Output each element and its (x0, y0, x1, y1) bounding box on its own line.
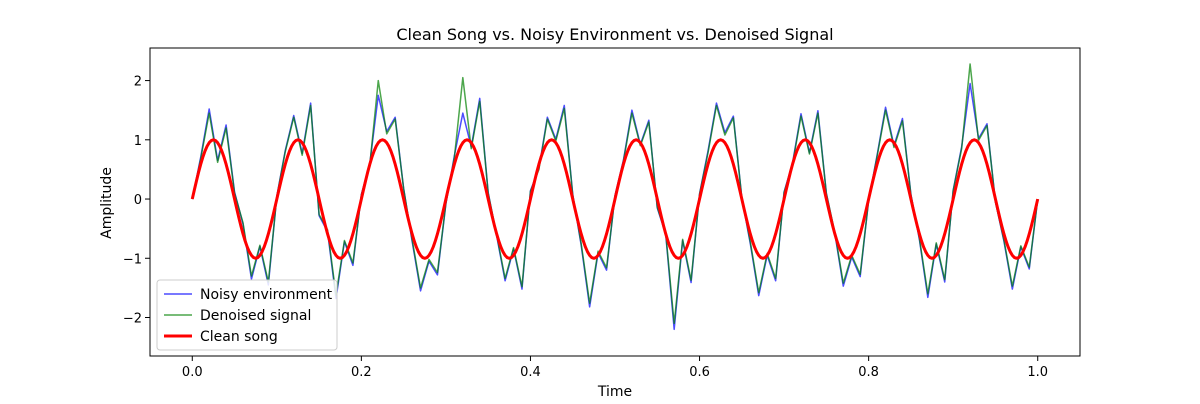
x-axis: 0.0 0.2 0.4 0.6 0.8 1.0 (182, 356, 1048, 380)
legend-label-noisy: Noisy environment (200, 287, 333, 303)
legend-entry-denoised: Denoised signal (164, 308, 311, 324)
x-tick-label: 0.6 (689, 365, 710, 380)
legend: Noisy environment Denoised signal Clean … (156, 279, 338, 351)
y-tick-label: −1 (123, 252, 142, 267)
y-tick-label: 2 (134, 75, 142, 90)
x-tick-label: 0.4 (520, 365, 541, 380)
x-axis-label: Time (597, 384, 632, 400)
x-tick-label: 0.0 (182, 365, 203, 380)
legend-label-clean: Clean song (200, 329, 278, 345)
x-tick-label: 0.8 (858, 365, 879, 380)
y-tick-label: 0 (134, 193, 142, 208)
series-clean-line (190, 138, 1040, 260)
x-tick-label: 0.2 (351, 365, 372, 380)
chart-title: Clean Song vs. Noisy Environment vs. Den… (396, 25, 833, 44)
legend-box (156, 279, 338, 351)
y-axis-label: Amplitude (99, 167, 115, 239)
legend-label-denoised: Denoised signal (200, 308, 311, 324)
series-layer (190, 63, 1040, 331)
y-tick-label: −2 (123, 312, 142, 327)
y-axis: −2 −1 0 1 2 (123, 75, 150, 327)
plot-frame (149, 47, 1081, 357)
legend-entry-noisy: Noisy environment (164, 287, 333, 303)
x-tick-label: 1.0 (1027, 365, 1048, 380)
legend-entry-clean: Clean song (164, 329, 278, 345)
y-tick-label: 1 (134, 134, 142, 149)
